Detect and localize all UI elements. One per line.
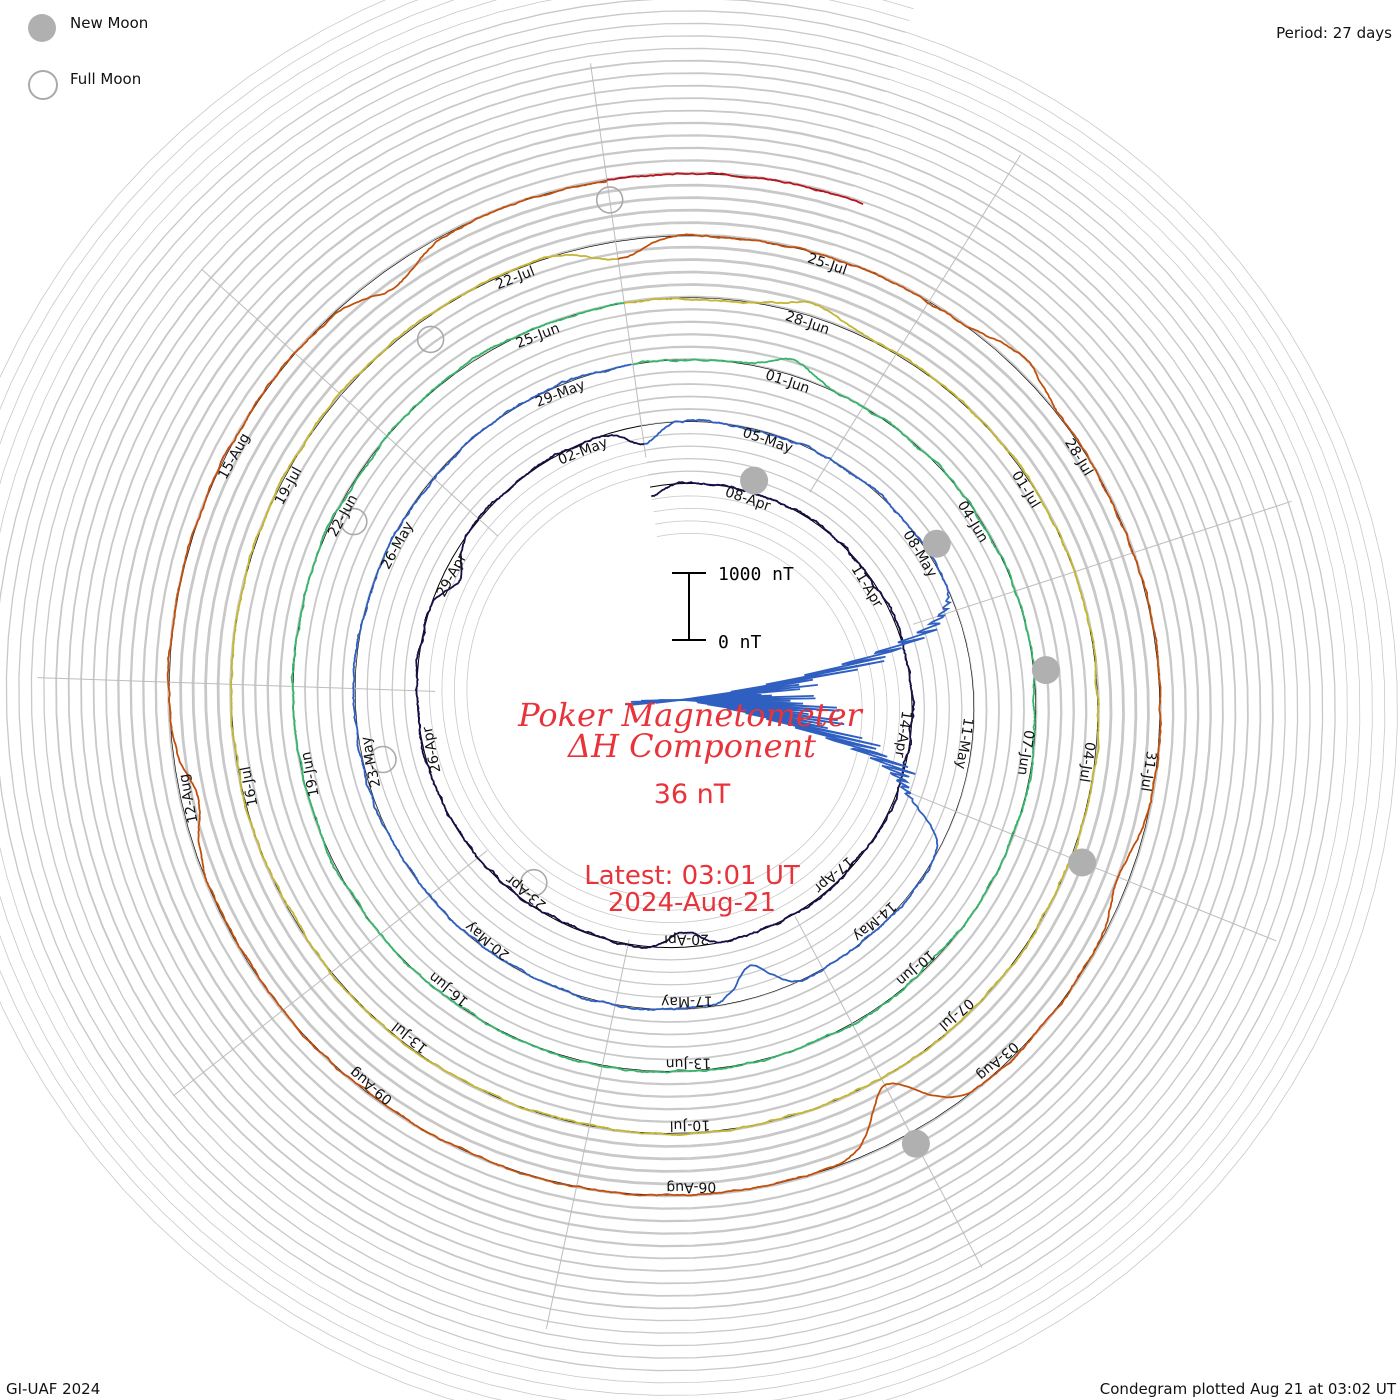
date-label: 26-Apr <box>420 725 445 774</box>
plotted-timestamp: Condegram plotted Aug 21 at 03:02 UT <box>1099 1380 1396 1398</box>
scale-bar-bottom-label: 0 nT <box>718 632 762 653</box>
date-label: 19-Jun <box>298 750 323 798</box>
radial-spoke <box>794 916 983 1268</box>
date-label: 17-Apr <box>810 853 856 896</box>
grid-ring <box>93 98 1236 1271</box>
date-label: 28-Jun <box>783 308 831 338</box>
chart-title: Poker Magnetometer <box>517 696 863 734</box>
grid-ring <box>206 210 1123 1159</box>
grid-ring <box>131 135 1198 1234</box>
scale-bar-top-label: 1000 nT <box>718 564 794 585</box>
radial-spoke <box>37 677 436 692</box>
scale-bar: 1000 nT 0 nT <box>672 564 794 653</box>
date-label: 20-May <box>462 918 512 963</box>
date-label: 20-Apr <box>662 931 709 948</box>
new-moon-marker <box>901 1129 930 1158</box>
current-value: 36 nT <box>654 779 731 810</box>
grid-ring <box>18 23 1311 1346</box>
full-moon-legend-icon <box>28 70 58 100</box>
new-moon-marker <box>1068 848 1097 877</box>
new-moon-marker <box>1031 656 1060 685</box>
date-label: 10-Jul <box>669 1117 710 1134</box>
full-moon-marker <box>519 868 548 897</box>
grid-ring <box>81 85 1248 1284</box>
full-moon-legend-label: Full Moon <box>70 70 142 88</box>
date-label: 04-Jul <box>1076 741 1098 784</box>
grid-ring <box>56 60 1273 1309</box>
new-moon-marker <box>922 529 951 558</box>
radial-spoke <box>201 269 499 537</box>
full-moon-marker <box>416 325 445 354</box>
grid-ring <box>218 223 1111 1146</box>
grid-ring <box>0 0 1361 1396</box>
date-label: 11-May <box>952 716 976 770</box>
grid-ring <box>156 160 1173 1209</box>
radial-spoke <box>809 154 1022 493</box>
date-label: 31-Jul <box>1137 750 1159 793</box>
date-label: 02-May <box>556 435 610 469</box>
full-moon-marker <box>369 745 397 774</box>
grid-ring <box>118 123 1211 1246</box>
period-label: Period: 27 days <box>1276 24 1392 42</box>
series-line <box>352 363 952 1011</box>
grid-ring <box>143 148 1186 1221</box>
date-label: 03-Aug <box>973 1038 1021 1083</box>
series-line <box>230 253 1100 1136</box>
grid-ring <box>0 0 1348 1384</box>
full-moon-marker <box>339 507 368 536</box>
date-label: 09-Aug <box>347 1064 396 1108</box>
series-line <box>414 434 916 949</box>
date-label: 14-May <box>850 898 899 944</box>
date-label: 13-Jun <box>666 1054 712 1071</box>
date-label: 28-Jul <box>1061 436 1096 479</box>
date-label: 01-Jun <box>763 367 811 397</box>
date-label: 17-May <box>661 993 713 1010</box>
moon-markers <box>339 186 1097 1158</box>
grid-ring <box>0 0 1336 1371</box>
date-label: 22-Jun <box>325 492 361 540</box>
magnetometer-series <box>166 171 1163 1197</box>
latest-date: 2024-Aug-21 <box>608 888 776 918</box>
grid-ring <box>193 198 1136 1171</box>
date-label: 29-Apr <box>434 551 471 600</box>
date-label: 16-Jul <box>238 765 262 808</box>
full-moon-marker <box>595 186 624 214</box>
grid-ring <box>6 10 1323 1359</box>
radial-spoke <box>590 63 647 458</box>
series-line <box>290 302 1036 1074</box>
date-label: 06-Aug <box>666 1178 716 1195</box>
date-label: 07-Jun <box>1014 729 1037 776</box>
chart-subtitle: ΔH Component <box>566 727 816 765</box>
date-label: 23-May <box>358 735 384 789</box>
credit-label: GI-UAF 2024 <box>6 1380 101 1398</box>
new-moon-legend-label: New Moon <box>70 14 149 32</box>
date-label: 05-May <box>740 425 794 457</box>
series-line <box>166 180 1163 1197</box>
latest-time: Latest: 03:01 UT <box>584 861 800 891</box>
series-line <box>606 171 864 206</box>
new-moon-legend-icon <box>28 14 56 42</box>
new-moon-marker <box>740 466 769 495</box>
grid-ring <box>31 35 1298 1334</box>
date-label: 14-Apr <box>891 710 914 759</box>
radial-spoke <box>912 500 1292 625</box>
date-label: 01-Jul <box>1008 468 1043 511</box>
